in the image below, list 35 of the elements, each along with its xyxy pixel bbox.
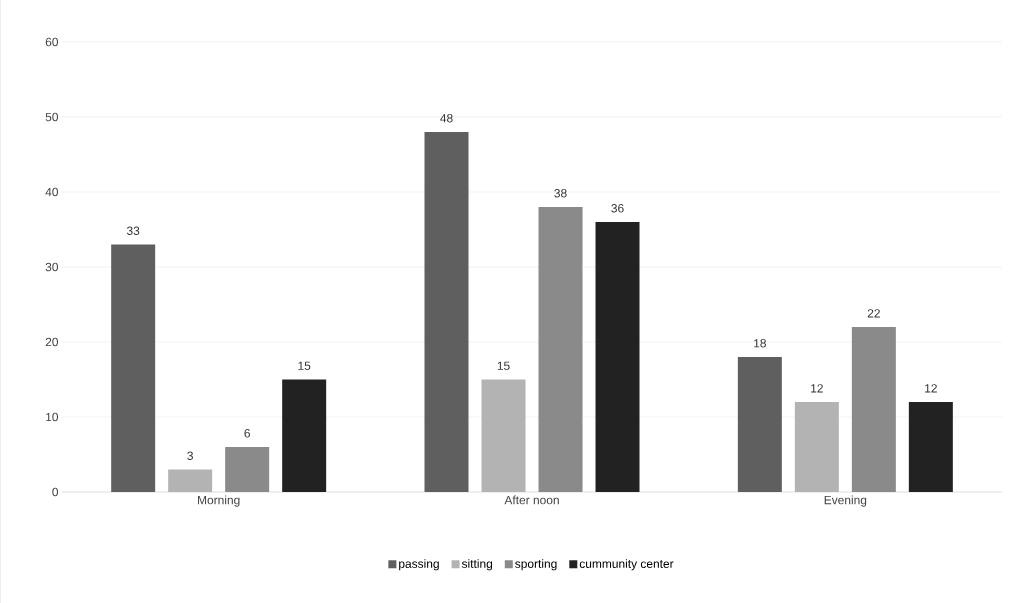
y-tick-label: 40 [45, 187, 59, 197]
legend-label: sporting [515, 559, 557, 571]
data-label: 3 [187, 451, 193, 460]
bar [282, 379, 327, 492]
legend-label: sitting [461, 559, 493, 571]
data-label: 36 [611, 204, 624, 213]
y-tick-label: 30 [45, 262, 59, 272]
bar [737, 357, 782, 492]
data-label: 18 [754, 339, 766, 348]
data-label: 22 [867, 309, 880, 318]
y-tick-label: 20 [45, 337, 59, 347]
data-label: 6 [244, 429, 250, 438]
data-label: 12 [925, 384, 937, 393]
y-tick-label: 50 [45, 112, 59, 122]
data-label: 15 [497, 361, 510, 370]
x-tick-label: Evening [824, 495, 867, 507]
data-label: 33 [126, 226, 140, 235]
data-label: 15 [298, 361, 311, 370]
bar [851, 327, 896, 492]
data-label: 38 [554, 189, 567, 198]
y-tick-label: 0 [52, 487, 59, 497]
data-label: 48 [440, 114, 453, 123]
x-tick-label: After noon [504, 495, 559, 505]
y-tick-label: 60 [45, 37, 59, 47]
bar [225, 447, 270, 492]
bar [595, 222, 640, 492]
data-label: 12 [811, 384, 823, 393]
legend-label: cummunity center [579, 559, 674, 571]
bar [538, 207, 583, 492]
y-tick-label: 10 [46, 412, 59, 422]
bar [424, 132, 469, 492]
x-tick-label: Morning [198, 495, 240, 507]
bar [111, 244, 156, 492]
bar [908, 402, 953, 492]
legend-label: passing [399, 559, 439, 571]
